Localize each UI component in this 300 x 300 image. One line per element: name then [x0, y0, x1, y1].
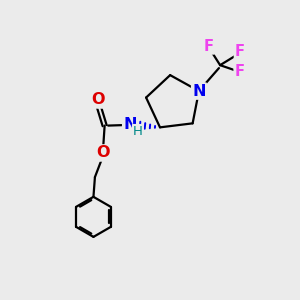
- Text: O: O: [92, 92, 105, 107]
- Text: F: F: [204, 38, 214, 53]
- Text: F: F: [235, 44, 245, 59]
- Text: N: N: [123, 118, 137, 133]
- Text: O: O: [96, 146, 109, 160]
- Text: H: H: [133, 125, 143, 138]
- Text: N: N: [192, 84, 206, 99]
- Text: F: F: [235, 64, 244, 79]
